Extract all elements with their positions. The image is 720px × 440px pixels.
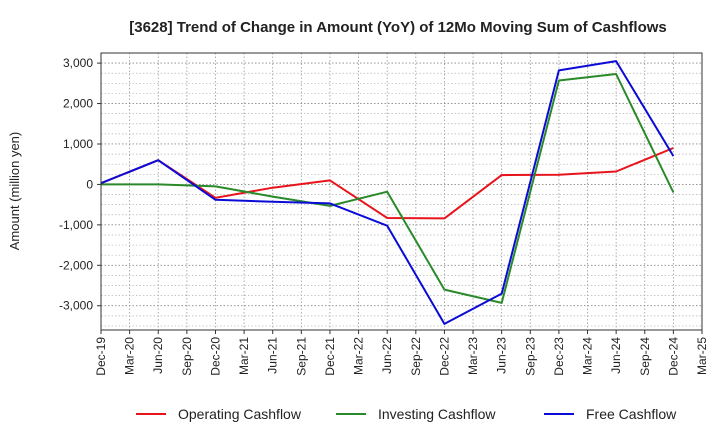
x-tick-label: Dec-23 [552,337,566,376]
x-tick-label: Dec-22 [437,337,451,376]
y-tick-label: -1,000 [59,218,93,232]
y-axis-label: Amount (million yen) [7,132,22,251]
x-tick-label: Sep-22 [409,337,423,376]
data-series [100,60,675,325]
x-tick-label: Jun-22 [380,337,394,374]
chart-title: [3628] Trend of Change in Amount (YoY) o… [129,19,667,36]
x-tick-label: Sep-20 [180,337,194,376]
legend: Operating Cashflow Investing Cashflow Free… [136,406,677,422]
x-tick-label: Jun-21 [266,337,280,374]
legend-label-free-cashflow: Free Cashflow [586,406,677,422]
y-tick-label: 3,000 [63,56,93,70]
x-tick-label: Sep-21 [294,337,308,376]
x-tick-label: Mar-23 [466,337,480,375]
x-tick-label: Dec-20 [208,337,222,376]
x-tick-label: Dec-19 [94,337,108,376]
x-tick-label: Mar-25 [695,337,709,375]
x-tick-label: Jun-20 [151,337,165,374]
x-tick-label: Dec-21 [323,337,337,376]
x-tick-label: Mar-24 [581,337,595,375]
plot-area-frame [100,52,703,331]
x-tick-label: Mar-20 [123,337,137,375]
x-tick-label: Dec-24 [666,337,680,376]
x-tick-label: Sep-23 [523,337,537,376]
y-tick-label: 2,000 [63,97,93,111]
x-tick-label: Mar-21 [237,337,251,375]
y-tick-label: 0 [86,177,93,191]
x-tick-label: Sep-24 [638,337,652,376]
y-tick-labels: 3,000 2,000 1,000 0 -1,000 -2,000 -3,000 [59,56,101,313]
y-tick-label: 1,000 [63,137,93,151]
x-tick-label: Jun-23 [495,337,509,374]
legend-label-operating-cashflow: Operating Cashflow [178,406,302,422]
x-tick-label: Mar-22 [352,337,366,375]
y-tick-label: -3,000 [59,299,93,313]
series-line-investing-cashflow [101,73,675,304]
series-line-free-cashflow [100,60,675,325]
y-tick-label: -2,000 [59,258,93,272]
x-tick-label: Jun-24 [609,337,623,374]
x-tick-labels: Dec-19 Mar-20 Jun-20 Sep-20 Dec-20 Mar-21 Jun-… [94,330,709,376]
grid-lines [100,52,703,330]
legend-label-investing-cashflow: Investing Cashflow [378,406,496,422]
